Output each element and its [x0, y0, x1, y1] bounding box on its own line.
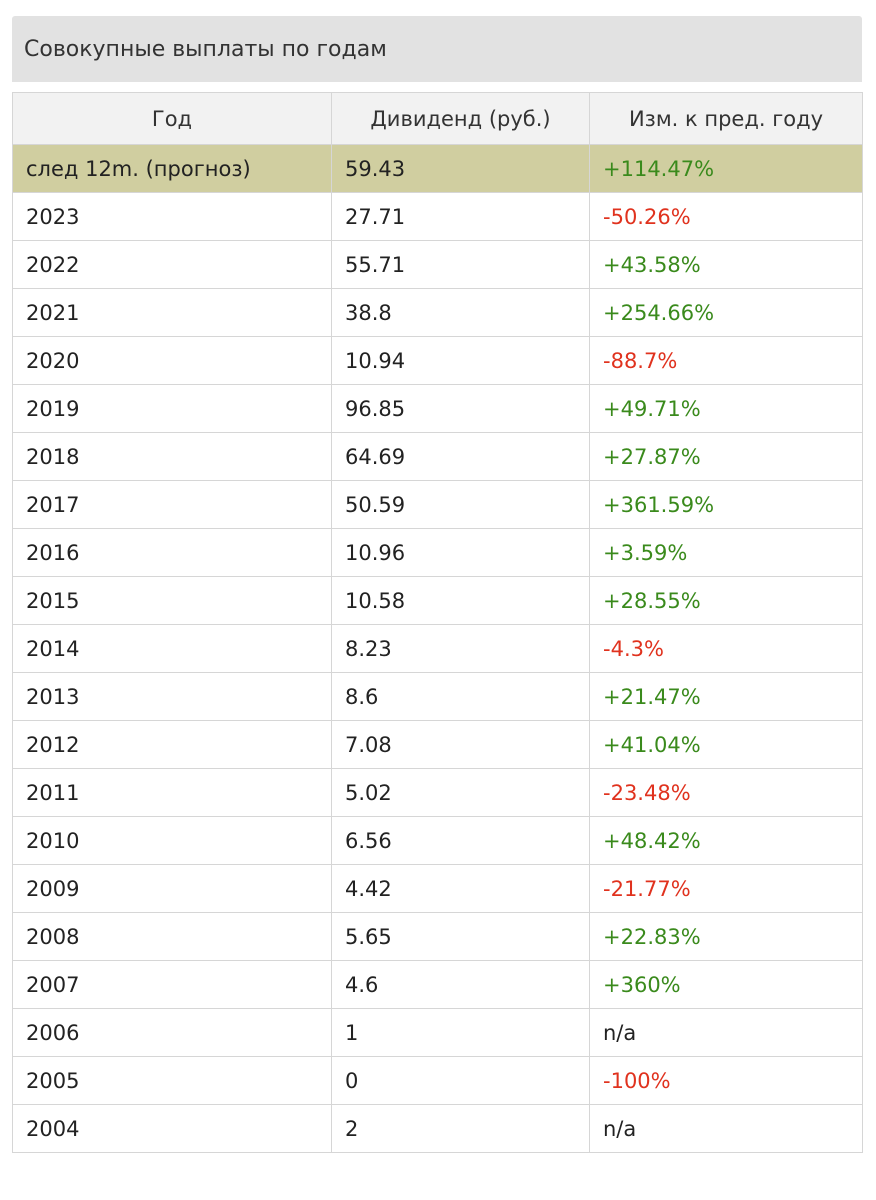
cell-change: +21.47% [589, 672, 863, 721]
cell-change: +41.04% [589, 720, 863, 769]
panel-title: Совокупные выплаты по годам [12, 16, 862, 82]
table-row: 2018 64.69 +27.87% [12, 432, 863, 481]
table-row: 2006 1 n/a [12, 1008, 863, 1057]
cell-year: 2023 [12, 192, 332, 241]
table-row: 2022 55.71 +43.58% [12, 240, 863, 289]
cell-change: +48.42% [589, 816, 863, 865]
table-row: 2009 4.42 -21.77% [12, 864, 863, 913]
cell-change: +43.58% [589, 240, 863, 289]
table-row-forecast: след 12m. (прогноз) 59.43 +114.47% [12, 144, 863, 193]
column-header-dividend: Дивиденд (руб.) [331, 92, 590, 145]
cell-year: 2012 [12, 720, 332, 769]
cell-dividend: 6.56 [331, 816, 590, 865]
cell-year: 2014 [12, 624, 332, 673]
cell-dividend: 7.08 [331, 720, 590, 769]
table-header-row: Год Дивиденд (руб.) Изм. к пред. году [12, 92, 863, 145]
cell-year: 2020 [12, 336, 332, 385]
cell-dividend: 10.58 [331, 576, 590, 625]
cell-change: -88.7% [589, 336, 863, 385]
table-row: 2010 6.56 +48.42% [12, 816, 863, 865]
cell-dividend: 38.8 [331, 288, 590, 337]
cell-year: 2007 [12, 960, 332, 1009]
cell-year: 2010 [12, 816, 332, 865]
table-row: 2017 50.59 +361.59% [12, 480, 863, 529]
cell-year: 2018 [12, 432, 332, 481]
cell-year: 2006 [12, 1008, 332, 1057]
table-row: 2008 5.65 +22.83% [12, 912, 863, 961]
table-row: 2007 4.6 +360% [12, 960, 863, 1009]
cell-change: +254.66% [589, 288, 863, 337]
cell-year: след 12m. (прогноз) [12, 144, 332, 193]
cell-change: -100% [589, 1056, 863, 1105]
cell-dividend: 55.71 [331, 240, 590, 289]
cell-dividend: 1 [331, 1008, 590, 1057]
cell-change: +27.87% [589, 432, 863, 481]
table-row: 2011 5.02 -23.48% [12, 768, 863, 817]
cell-dividend: 0 [331, 1056, 590, 1105]
cell-change: +49.71% [589, 384, 863, 433]
cell-year: 2016 [12, 528, 332, 577]
table-row: 2004 2 n/a [12, 1104, 863, 1153]
cell-dividend: 4.42 [331, 864, 590, 913]
table-row: 2012 7.08 +41.04% [12, 720, 863, 769]
cell-year: 2019 [12, 384, 332, 433]
table-row: 2023 27.71 -50.26% [12, 192, 863, 241]
cell-change: +114.47% [589, 144, 863, 193]
cell-change: +22.83% [589, 912, 863, 961]
table-row: 2020 10.94 -88.7% [12, 336, 863, 385]
cell-change: +3.59% [589, 528, 863, 577]
cell-dividend: 59.43 [331, 144, 590, 193]
cell-change: +28.55% [589, 576, 863, 625]
cell-dividend: 5.65 [331, 912, 590, 961]
table-row: 2019 96.85 +49.71% [12, 384, 863, 433]
cell-year: 2005 [12, 1056, 332, 1105]
cell-change: -50.26% [589, 192, 863, 241]
table-row: 2005 0 -100% [12, 1056, 863, 1105]
cell-change: n/a [589, 1008, 863, 1057]
cell-dividend: 96.85 [331, 384, 590, 433]
cell-dividend: 27.71 [331, 192, 590, 241]
cell-dividend: 8.23 [331, 624, 590, 673]
cell-dividend: 2 [331, 1104, 590, 1153]
cell-year: 2008 [12, 912, 332, 961]
dividend-table: Год Дивиденд (руб.) Изм. к пред. году сл… [12, 92, 863, 1153]
cell-dividend: 4.6 [331, 960, 590, 1009]
cell-change: +360% [589, 960, 863, 1009]
cell-year: 2004 [12, 1104, 332, 1153]
cell-dividend: 50.59 [331, 480, 590, 529]
cell-change: -21.77% [589, 864, 863, 913]
table-row: 2014 8.23 -4.3% [12, 624, 863, 673]
cell-dividend: 10.94 [331, 336, 590, 385]
cell-year: 2021 [12, 288, 332, 337]
cell-dividend: 64.69 [331, 432, 590, 481]
cell-year: 2022 [12, 240, 332, 289]
dividend-history-panel: Совокупные выплаты по годам Год Дивиденд… [12, 16, 863, 1153]
cell-year: 2013 [12, 672, 332, 721]
cell-year: 2009 [12, 864, 332, 913]
cell-dividend: 5.02 [331, 768, 590, 817]
cell-dividend: 8.6 [331, 672, 590, 721]
cell-dividend: 10.96 [331, 528, 590, 577]
table-row: 2021 38.8 +254.66% [12, 288, 863, 337]
table-row: 2015 10.58 +28.55% [12, 576, 863, 625]
cell-year: 2015 [12, 576, 332, 625]
column-header-year: Год [12, 92, 332, 145]
cell-year: 2017 [12, 480, 332, 529]
cell-year: 2011 [12, 768, 332, 817]
table-body: след 12m. (прогноз) 59.43 +114.47% 2023 27.7… [12, 144, 863, 1153]
cell-change: +361.59% [589, 480, 863, 529]
table-row: 2013 8.6 +21.47% [12, 672, 863, 721]
table-row: 2016 10.96 +3.59% [12, 528, 863, 577]
column-header-change: Изм. к пред. году [589, 92, 863, 145]
cell-change: n/a [589, 1104, 863, 1153]
cell-change: -23.48% [589, 768, 863, 817]
cell-change: -4.3% [589, 624, 863, 673]
